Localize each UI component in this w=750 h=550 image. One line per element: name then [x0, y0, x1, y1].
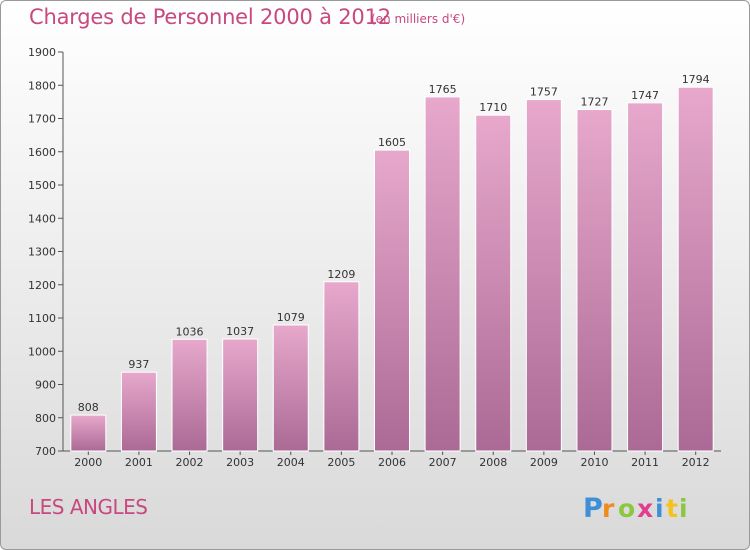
x-tick-label: 2010: [580, 456, 608, 469]
bar: [222, 338, 259, 452]
data-label: 1209: [327, 268, 355, 281]
bar: [475, 114, 512, 452]
svg-text:x: x: [637, 494, 653, 523]
data-label: 808: [78, 401, 99, 414]
y-tick-label: 1000: [28, 345, 56, 358]
bar: [576, 109, 613, 452]
bar: [627, 102, 664, 452]
bar: [171, 338, 208, 452]
chart-labels: 2000 808 2001 937 2002 1036 2003 1037 2004 1079 20…: [74, 73, 709, 469]
y-tick-label: 1100: [28, 312, 56, 325]
y-tick-label: 800: [35, 412, 56, 425]
x-tick-label: 2006: [378, 456, 406, 469]
svg-text:i: i: [655, 494, 664, 523]
svg-text:t: t: [666, 494, 678, 523]
place-name: LES ANGLES: [29, 495, 148, 519]
x-tick-label: 2007: [429, 456, 457, 469]
y-tick-label: 1500: [28, 179, 56, 192]
y-tick-label: 1300: [28, 246, 56, 259]
x-tick-label: 2005: [327, 456, 355, 469]
svg-text:o: o: [618, 494, 635, 523]
bar: [323, 281, 360, 452]
data-label: 1794: [682, 73, 710, 86]
y-tick-label: 1700: [28, 113, 56, 126]
chart-title: Charges de Personnel 2000 à 2012: [29, 5, 391, 29]
svg-text:r: r: [602, 494, 615, 523]
data-label: 1079: [277, 311, 305, 324]
bar: [374, 149, 410, 452]
data-label: 1765: [429, 83, 457, 96]
x-tick-label: 2000: [74, 456, 102, 469]
data-label: 1727: [580, 96, 608, 109]
data-label: 1036: [176, 325, 204, 338]
svg-text:i: i: [679, 494, 688, 523]
data-label: 1757: [530, 86, 558, 99]
data-label: 1037: [226, 325, 254, 338]
y-tick-label: 1800: [28, 79, 56, 92]
bar: [677, 86, 714, 452]
svg-text:P: P: [583, 493, 603, 524]
data-label: 1747: [631, 89, 659, 102]
chart-axes: 700 800 900 1000 1100 1200 1300 1400 1500 1600 170…: [28, 46, 721, 458]
x-tick-label: 2004: [277, 456, 305, 469]
x-tick-label: 2003: [226, 456, 254, 469]
data-label: 1605: [378, 136, 406, 149]
x-tick-label: 2001: [125, 456, 153, 469]
x-tick-label: 2009: [530, 456, 558, 469]
chart-bars: [70, 86, 714, 452]
proxiti-logo: P r o x i t i: [583, 493, 688, 524]
bar: [525, 99, 562, 452]
bar: [70, 414, 107, 452]
bar: [272, 324, 309, 452]
x-tick-label: 2012: [682, 456, 710, 469]
data-label: 1710: [479, 101, 507, 114]
y-tick-label: 1200: [28, 279, 56, 292]
y-tick-label: 900: [35, 379, 56, 392]
bar: [424, 96, 461, 452]
x-tick-label: 2008: [479, 456, 507, 469]
y-tick-label: 1600: [28, 146, 56, 159]
x-tick-label: 2011: [631, 456, 659, 469]
y-tick-label: 700: [35, 445, 56, 458]
x-tick-label: 2002: [176, 456, 204, 469]
bar: [120, 371, 157, 452]
chart-subtitle: (en milliers d'€): [371, 12, 466, 26]
y-tick-label: 1900: [28, 46, 56, 59]
y-tick-label: 1400: [28, 212, 56, 225]
data-label: 937: [128, 358, 149, 371]
